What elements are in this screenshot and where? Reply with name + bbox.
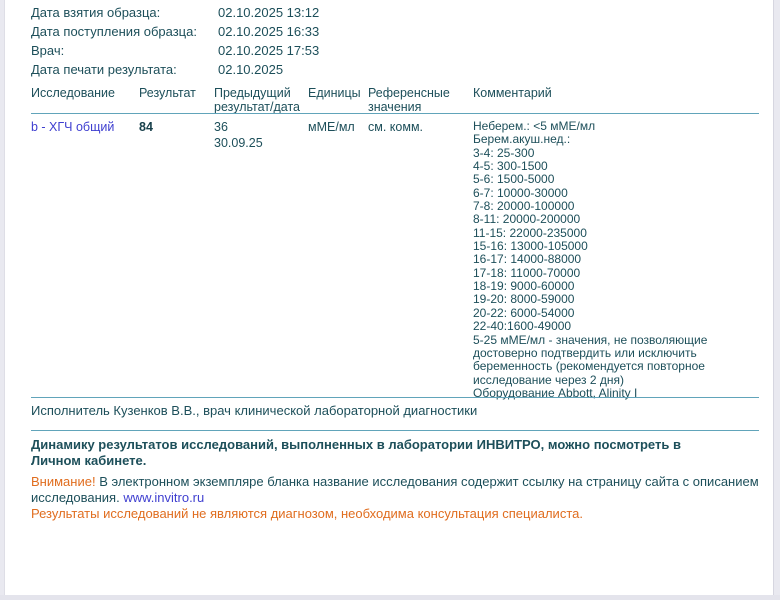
- column-header-reference: Референсные значения: [368, 86, 450, 114]
- comment-cell: Неберем.: <5 мМЕ/мл Берем.акуш.нед.: 3-4: …: [473, 119, 765, 400]
- attention-text2: исследования.: [31, 490, 120, 506]
- comment-line: 5-25 мМЕ/мл - значения, не позволяющие: [473, 332, 708, 347]
- comment-line: 4-5: 300-1500: [473, 159, 548, 174]
- attention-text: В электронном экземпляре бланка название…: [99, 474, 759, 489]
- result-document-page: Дата взятия образца: 02.10.2025 13:12 Да…: [4, 0, 774, 595]
- comment-line: Оборудование Abbott, Alinity I: [473, 385, 638, 400]
- sample-taken-label: Дата взятия образца:: [31, 5, 161, 20]
- comment-line: 16-17: 14000-88000: [473, 252, 582, 267]
- comment-line: 8-11: 20000-200000: [473, 212, 581, 227]
- sample-received-label: Дата поступления образца:: [31, 24, 197, 39]
- comment-line: 19-20: 8000-59000: [473, 292, 575, 307]
- doctor-value: 02.10.2025 17:53: [218, 43, 320, 58]
- previous-result-cell: 36 30.09.25: [214, 120, 263, 150]
- comment-line: 22-40:1600-49000: [473, 319, 572, 334]
- comment-line: Неберем.: <5 мМЕ/мл: [473, 119, 596, 133]
- invitro-site-link[interactable]: www.invitro.ru: [123, 490, 205, 506]
- comment-line: исследование через 2 дня): [473, 372, 625, 387]
- comment-line: 6-7: 10000-30000: [473, 185, 568, 200]
- previous-result-value: 36: [214, 120, 228, 134]
- sample-taken-value: 02.10.2025 13:12: [218, 5, 320, 20]
- test-name-link[interactable]: b - ХГЧ общий: [31, 120, 115, 134]
- comment-line: 17-18: 11000-70000: [473, 265, 581, 280]
- comment-line: 5-6: 1500-5000: [473, 172, 555, 187]
- dynamics-note: Динамику результатов исследований, выпол…: [31, 437, 681, 469]
- column-header-result: Результат: [139, 86, 196, 100]
- column-header-test: Исследование: [31, 86, 115, 100]
- doctor-label: Врач:: [31, 43, 65, 58]
- comment-line: 20-22: 6000-54000: [473, 305, 575, 320]
- viewer-bottom-edge: [0, 595, 780, 600]
- units-value: мМЕ/мл: [308, 120, 355, 134]
- attention-note-line1: Внимание! В электронном экземпляре бланк…: [31, 474, 759, 490]
- table-bottom-rule: [31, 397, 759, 398]
- comment-line: достоверно подтвердить или исключить: [473, 345, 697, 360]
- comment-line: 3-4: 25-300: [473, 145, 535, 160]
- sample-received-value: 02.10.2025 16:33: [218, 24, 320, 39]
- attention-note-line2: исследования. www.invitro.ru: [31, 490, 759, 506]
- comment-line: 11-15: 22000-235000: [473, 225, 587, 240]
- dynamics-note-line2: Личном кабинете.: [31, 453, 147, 468]
- print-date-label: Дата печати результата:: [31, 62, 177, 77]
- comment-line: Берем.акуш.нед.:: [473, 132, 571, 147]
- column-header-previous: Предыдущий результат/дата: [214, 86, 300, 114]
- footer-separator-rule: [31, 430, 759, 431]
- column-header-units: Единицы: [308, 86, 361, 100]
- dynamics-note-line1: Динамику результатов исследований, выпол…: [31, 437, 681, 452]
- reference-value: см. комм.: [368, 120, 424, 134]
- comment-line: 7-8: 20000-100000: [473, 199, 575, 214]
- comment-line: 15-16: 13000-105000: [473, 239, 588, 254]
- previous-result-date: 30.09.25: [214, 135, 263, 150]
- table-header-rule: [31, 113, 759, 114]
- comment-line: 18-19: 9000-60000: [473, 279, 575, 294]
- column-header-comment: Комментарий: [473, 86, 552, 100]
- attention-label: Внимание!: [31, 474, 96, 489]
- executor-line: Исполнитель Кузенков В.В., врач клиничес…: [31, 403, 478, 418]
- table-row-test-name: b - ХГЧ общий: [31, 120, 114, 134]
- disclaimer-line: Результаты исследований не являются диаг…: [31, 506, 583, 521]
- comment-line: беременность (рекомендуется повторное: [473, 359, 705, 374]
- attention-note: Внимание! В электронном экземпляре бланк…: [31, 474, 759, 506]
- print-date-value: 02.10.2025: [218, 62, 284, 77]
- result-value: 84: [139, 120, 153, 134]
